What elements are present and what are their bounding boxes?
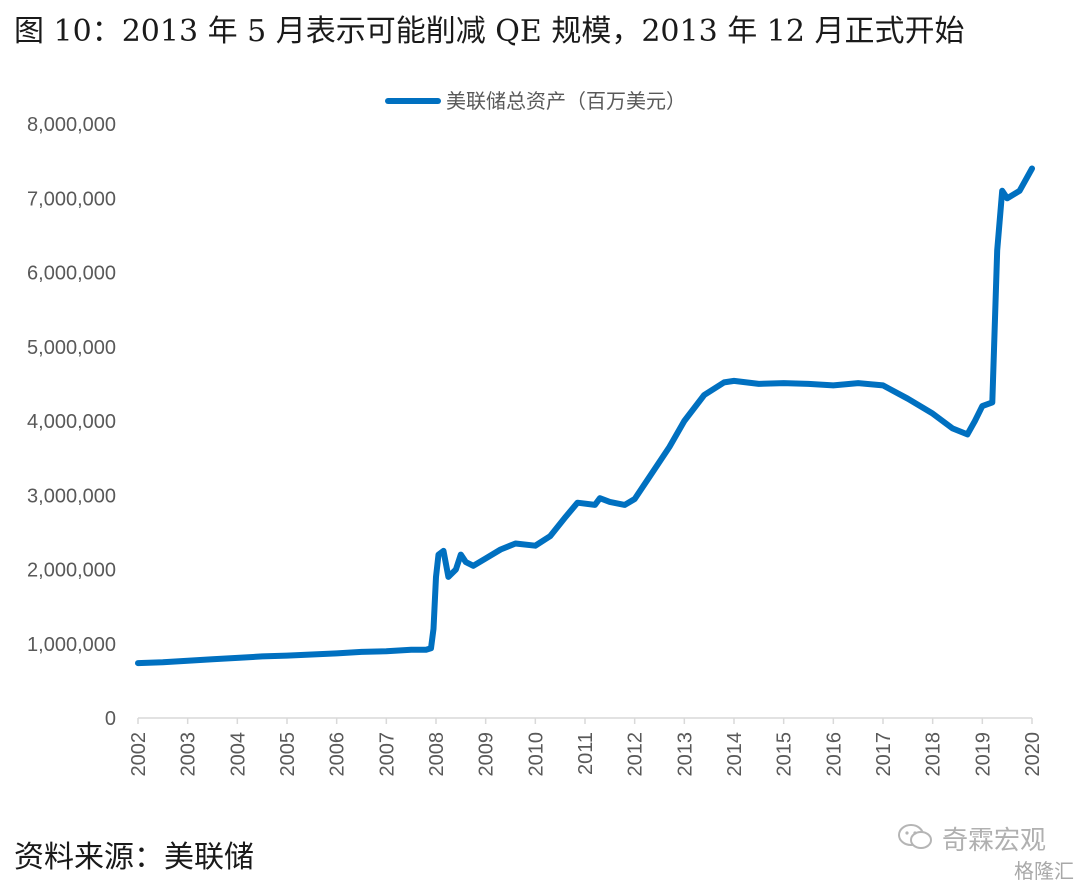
y-tick-label: 1,000,000 xyxy=(27,634,116,656)
series-line-fed-total-assets xyxy=(135,165,1035,667)
x-tick-label: 2012 xyxy=(625,732,647,777)
line-chart: 美联储总资产（百万美元） 0 1,000,000 2,000,000 3,000,00… xyxy=(27,90,1044,777)
x-tick-label: 2005 xyxy=(277,732,299,777)
x-tick-label: 2019 xyxy=(972,732,994,777)
x-tick-label: 2002 xyxy=(128,732,150,777)
x-tick-label: 2007 xyxy=(376,732,398,777)
x-tick-label: 2018 xyxy=(923,732,945,777)
legend-label: 美联储总资产（百万美元） xyxy=(446,90,686,113)
x-tick-label: 2008 xyxy=(426,732,448,777)
x-tick-label: 2015 xyxy=(774,732,796,777)
x-tick-label: 2011 xyxy=(575,732,597,775)
y-tick-label: 5,000,000 xyxy=(27,337,116,359)
watermark-platform: 格隆汇 xyxy=(1014,859,1074,883)
x-tick-label: 2010 xyxy=(525,732,547,777)
y-tick-label: 7,000,000 xyxy=(27,188,116,210)
watermark-brand: 奇霖宏观 xyxy=(941,826,1046,856)
x-tick-label: 2014 xyxy=(724,732,746,777)
y-axis: 0 1,000,000 2,000,000 3,000,000 4,000,000 5,0… xyxy=(27,114,116,730)
chart-legend: 美联储总资产（百万美元） xyxy=(385,90,686,113)
x-tick-label: 2003 xyxy=(178,732,200,777)
y-tick-label: 8,000,000 xyxy=(27,114,116,136)
x-tick-label: 2009 xyxy=(476,732,498,777)
x-tick-label: 2020 xyxy=(1022,732,1044,777)
x-tick-label: 2013 xyxy=(674,732,696,777)
y-tick-label: 6,000,000 xyxy=(27,263,116,285)
y-tick-label: 4,000,000 xyxy=(27,411,116,433)
x-tick-label: 2017 xyxy=(873,732,895,777)
x-tick-label: 2006 xyxy=(327,732,349,777)
x-tick-label: 2004 xyxy=(227,732,249,777)
x-axis: 2002 2003 2004 2005 2006 2007 2008 2009 2010 2011… xyxy=(128,717,1044,777)
wechat-icon xyxy=(898,824,932,849)
x-tick-label: 2016 xyxy=(823,732,845,777)
y-tick-label: 0 xyxy=(105,708,116,730)
source-note: 资料来源：美联储 xyxy=(14,840,254,875)
y-tick-label: 2,000,000 xyxy=(27,560,116,582)
figure-title: 图 10：2013 年 5 月表示可能削减 QE 规模，2013 年 12 月正… xyxy=(14,14,965,49)
y-tick-label: 3,000,000 xyxy=(27,485,116,507)
